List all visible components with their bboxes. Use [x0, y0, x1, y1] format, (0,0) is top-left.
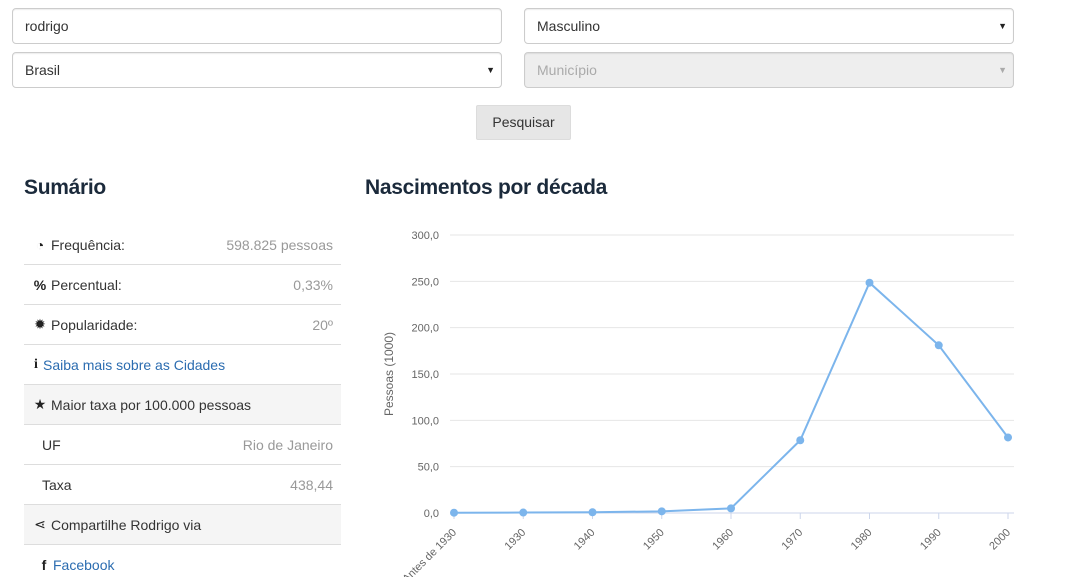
country-select-value: Brasil — [25, 62, 61, 78]
frequency-row: ◔ Frequência: 598.825 pessoas — [24, 225, 341, 265]
sex-select[interactable]: Masculino ▼ — [524, 8, 1014, 44]
series-line — [453, 281, 1009, 514]
percent-row: % Percentual: 0,33% — [24, 265, 341, 305]
cities-link-row: i Saiba mais sobre as Cidades — [24, 345, 341, 385]
y-tick-label: 300,0 — [411, 230, 439, 242]
info-icon: i — [34, 356, 38, 372]
chart-title: Nascimentos por década — [365, 176, 607, 199]
y-tick-label: 150,0 — [411, 369, 439, 381]
facebook-icon: f — [41, 557, 47, 573]
data-point — [934, 341, 943, 350]
country-select[interactable]: Brasil ▼ — [12, 52, 502, 88]
chevron-down-icon: ▼ — [998, 65, 1007, 75]
data-point — [519, 508, 528, 517]
highest-rate-label: Maior taxa por 100.000 pessoas — [51, 396, 252, 413]
y-tick-label: 0,0 — [424, 508, 439, 520]
percent-value: 0,33% — [293, 276, 333, 293]
rate-label: Taxa — [42, 476, 72, 493]
rate-value: 438,44 — [290, 476, 333, 493]
data-point — [796, 436, 805, 445]
cities-link[interactable]: Saiba mais sobre as Cidades — [43, 356, 226, 373]
x-tick-label: 1930 — [503, 527, 529, 553]
name-input[interactable]: rodrigo — [12, 8, 502, 44]
chevron-down-icon: ▼ — [998, 21, 1007, 31]
y-tick-label: 100,0 — [411, 415, 439, 427]
x-tick-label: 1970 — [780, 527, 806, 553]
popularity-value: 20º — [312, 316, 333, 333]
search-button[interactable]: Pesquisar — [476, 105, 571, 140]
frequency-label: Frequência: — [51, 236, 125, 253]
y-tick-label: 250,0 — [411, 276, 439, 288]
share-label: Compartilhe Rodrigo via — [51, 516, 202, 533]
frequency-value: 598.825 pessoas — [226, 236, 333, 253]
popularity-row: ✹ Popularidade: 20º — [24, 305, 341, 345]
percent-icon: % — [33, 276, 47, 293]
x-tick-label: 1940 — [572, 527, 598, 553]
uf-row: UF Rio de Janeiro — [24, 425, 341, 465]
data-point — [450, 508, 458, 517]
percent-label: Percentual: — [51, 276, 122, 293]
y-axis-label: Pessoas (1000) — [382, 332, 396, 416]
share-icon: ⋖ — [34, 516, 46, 532]
chevron-down-icon: ▼ — [486, 65, 495, 75]
x-tick-label: 1950 — [641, 527, 667, 553]
data-point — [588, 508, 597, 517]
data-point — [727, 504, 735, 513]
highest-rate-header: ★ Maior taxa por 100.000 pessoas — [24, 385, 341, 425]
data-point — [865, 278, 874, 287]
uf-label: UF — [42, 436, 61, 453]
summary-title: Sumário — [24, 176, 106, 199]
facebook-link[interactable]: Facebook — [53, 557, 115, 573]
x-tick-label: 1980 — [849, 527, 875, 553]
summary-table: ◔ Frequência: 598.825 pessoas % Percentu… — [24, 225, 341, 577]
sex-select-value: Masculino — [537, 18, 601, 34]
popularity-label: Popularidade: — [51, 316, 138, 333]
facebook-row: f Facebook — [24, 545, 341, 577]
city-select[interactable]: Município ▼ — [524, 52, 1014, 88]
x-tick-label: 1990 — [918, 527, 944, 553]
x-tick-label: Antes de 1930 — [400, 527, 459, 577]
star-icon: ★ — [33, 396, 47, 412]
city-select-placeholder: Município — [537, 62, 597, 78]
data-point — [1004, 433, 1012, 442]
rate-row: Taxa 438,44 — [24, 465, 341, 505]
data-point — [657, 507, 666, 516]
share-header: ⋖ Compartilhe Rodrigo via — [24, 505, 341, 545]
births-line-chart: 0,0 50,0 100,0 150,0 200,0 250,0 300,0 Antes de… — [382, 230, 1014, 577]
name-input-value: rodrigo — [25, 18, 69, 34]
dashboard-icon: ◔ — [35, 236, 45, 253]
x-tick-label: 2000 — [987, 527, 1013, 553]
y-tick-label: 50,0 — [418, 462, 439, 474]
x-tick-label: 1960 — [710, 527, 736, 553]
y-tick-label: 200,0 — [411, 323, 439, 335]
uf-value: Rio de Janeiro — [242, 436, 333, 453]
certificate-icon: ✹ — [34, 316, 46, 332]
